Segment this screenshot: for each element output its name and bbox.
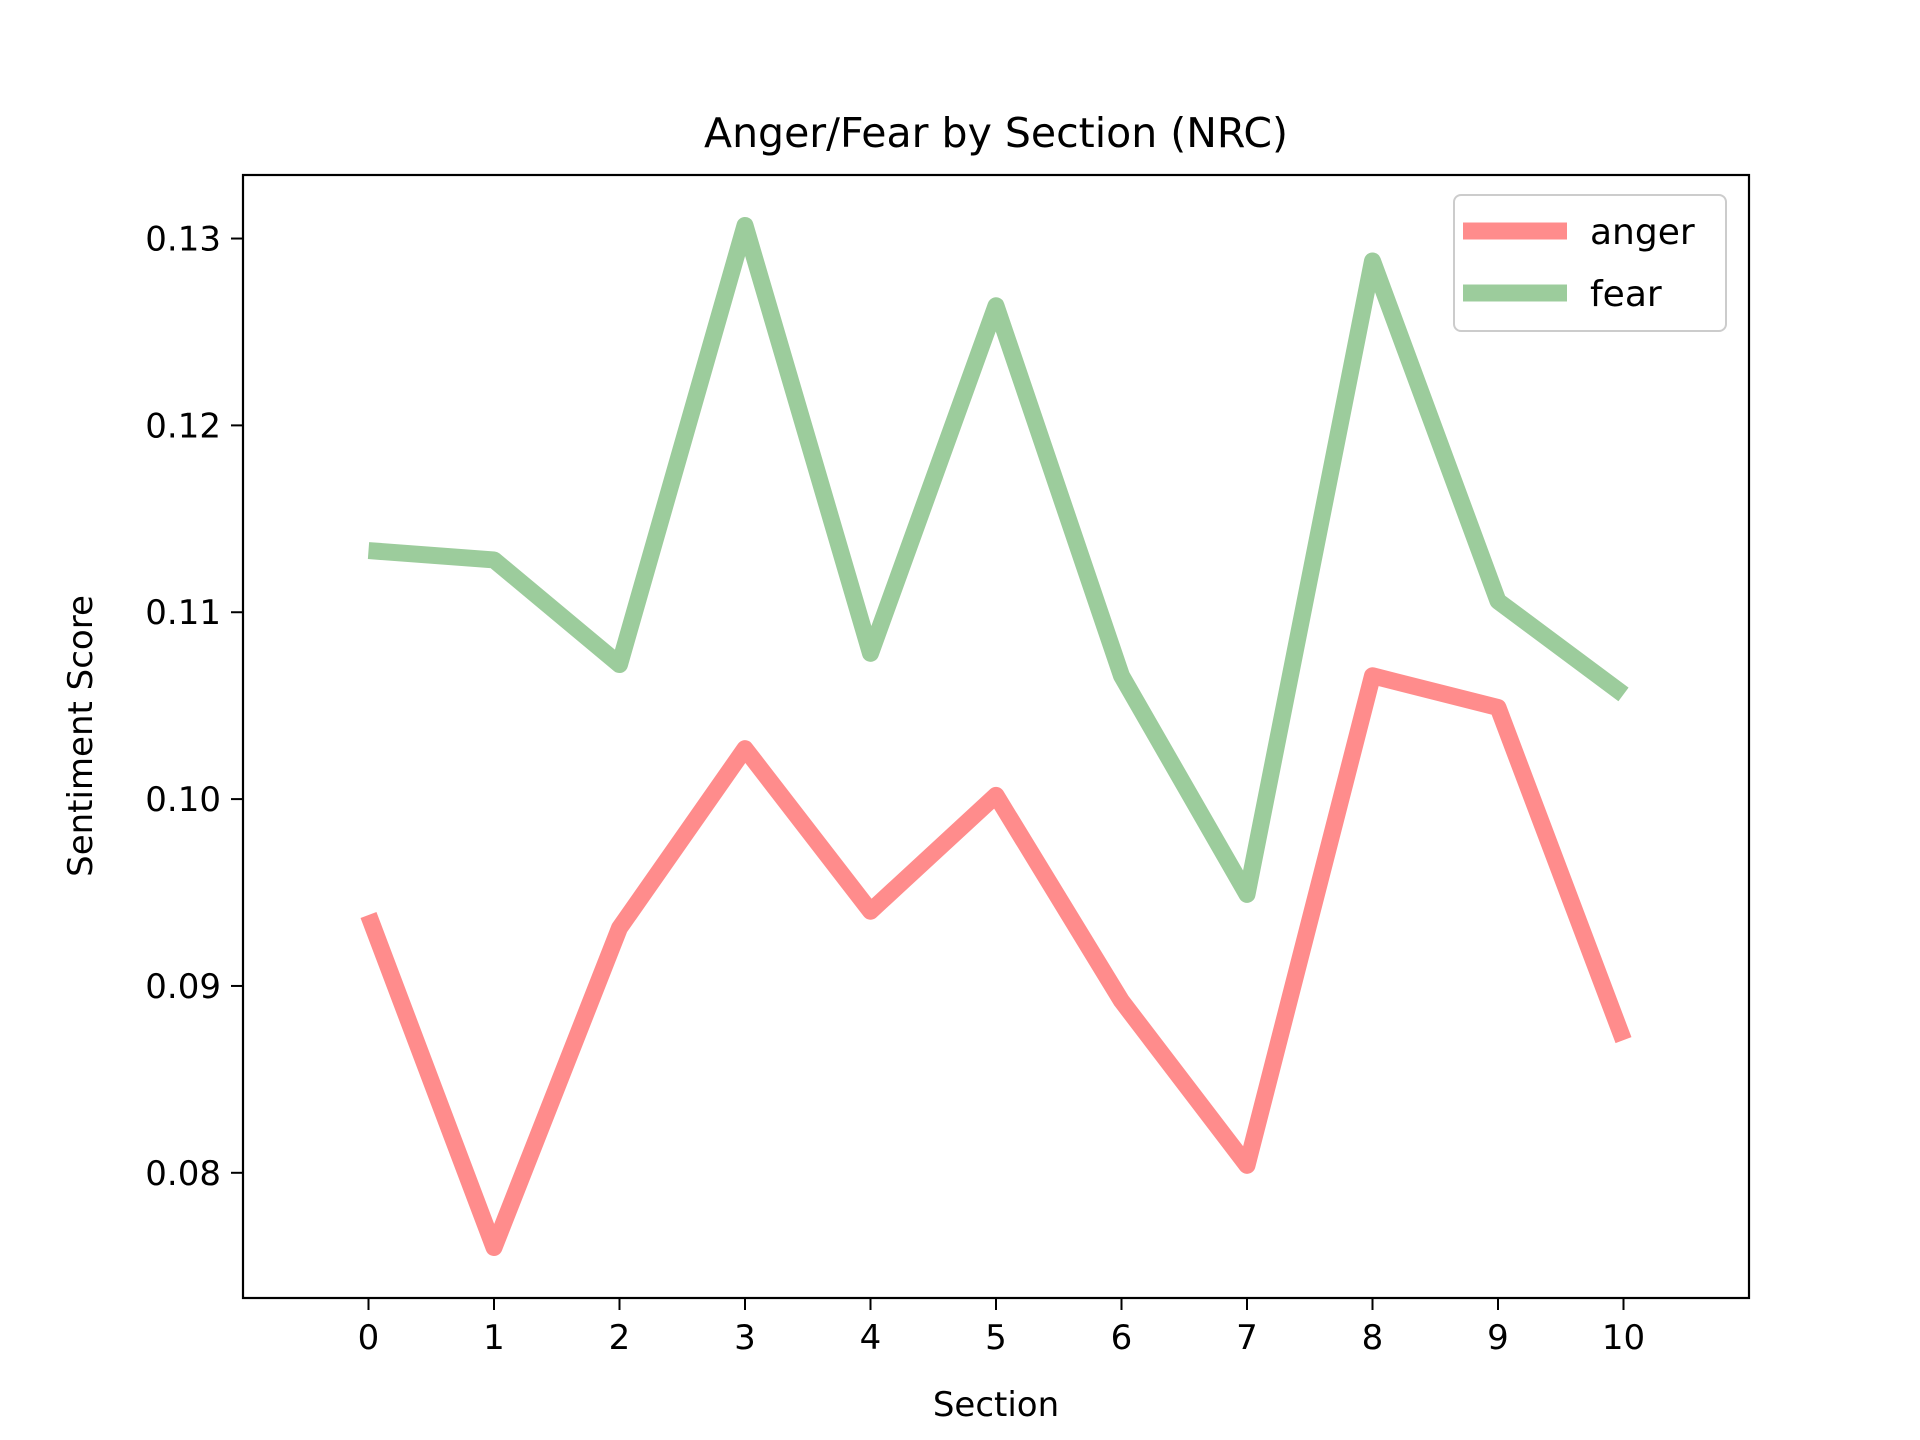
series-line-anger <box>360 667 1632 1257</box>
y-tick-label: 0.09 <box>145 967 221 1007</box>
x-tick-label: 8 <box>1362 1318 1384 1358</box>
legend-label-fear: fear <box>1590 274 1662 315</box>
chart-title: Anger/Fear by Section (NRC) <box>704 109 1288 157</box>
x-tick-label: 9 <box>1487 1318 1509 1358</box>
y-tick-label: 0.11 <box>145 593 221 633</box>
y-tick-label: 0.10 <box>145 780 221 820</box>
x-tick-label: 1 <box>483 1318 505 1358</box>
x-tick-label: 10 <box>1602 1318 1645 1358</box>
series-line-fear <box>367 216 1629 903</box>
x-axis-label: Section <box>933 1385 1059 1425</box>
y-axis: 0.08 0.09 0.10 0.11 0.12 0.13 <box>145 220 243 1194</box>
y-tick-label: 0.13 <box>145 220 221 260</box>
x-tick-label: 4 <box>860 1318 882 1358</box>
x-tick-label: 3 <box>734 1318 756 1358</box>
y-tick-label: 0.12 <box>145 406 221 446</box>
legend: anger fear <box>1453 194 1727 332</box>
y-tick-label: 0.08 <box>145 1154 221 1194</box>
x-tick-label: 2 <box>609 1318 631 1358</box>
x-axis: 0 1 2 3 4 5 6 7 8 9 10 <box>358 1298 1645 1358</box>
series-layer <box>360 216 1632 1257</box>
x-tick-label: 6 <box>1111 1318 1133 1358</box>
x-tick-label: 5 <box>985 1318 1007 1358</box>
legend-label-anger: anger <box>1590 212 1695 253</box>
y-axis-label: Sentiment Score <box>61 595 101 877</box>
x-tick-label: 0 <box>358 1318 380 1358</box>
x-tick-label: 7 <box>1236 1318 1258 1358</box>
